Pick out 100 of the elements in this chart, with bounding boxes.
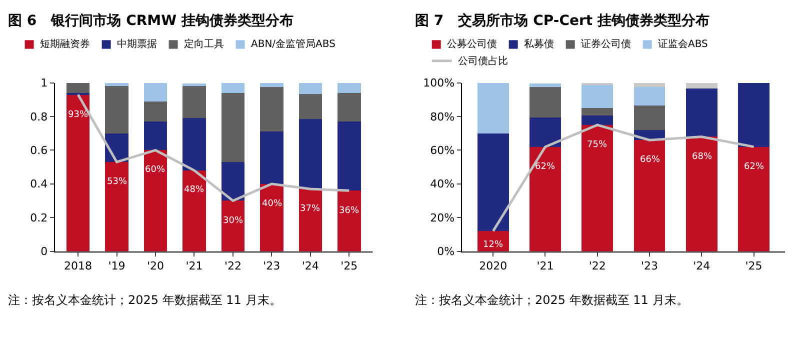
- x-tick-label: '25: [340, 259, 358, 272]
- y-tick-label: 60%: [430, 144, 455, 158]
- bar: [338, 82, 361, 93]
- data-label: 93%: [68, 110, 88, 120]
- bar: [738, 82, 770, 147]
- legend-label: 证券公司债: [581, 38, 631, 50]
- bar: [66, 82, 90, 93]
- bar: [298, 82, 322, 94]
- bar: [338, 190, 361, 252]
- data-label: 30%: [223, 216, 244, 226]
- bar: [260, 82, 284, 88]
- bar: [221, 82, 245, 93]
- legend-label: 公司债占比: [458, 55, 508, 67]
- bar: [298, 94, 322, 120]
- bar: [260, 184, 284, 252]
- bar: [582, 84, 614, 108]
- x-tick-label: '20: [146, 259, 164, 272]
- bar: [105, 162, 128, 252]
- x-tick-label: '22: [588, 259, 606, 272]
- x-tick-label: '23: [263, 259, 280, 272]
- bar: [477, 82, 509, 134]
- legend-label: 中期票据: [117, 38, 157, 50]
- data-label: 66%: [640, 155, 660, 165]
- bar: [298, 119, 322, 189]
- data-label: 60%: [145, 165, 166, 175]
- bar: [105, 82, 128, 86]
- x-tick-label: '19: [108, 259, 126, 272]
- bar: [105, 86, 128, 134]
- bar: [738, 146, 770, 252]
- bar: [477, 231, 509, 252]
- data-label: 40%: [262, 199, 282, 209]
- bar: [260, 87, 284, 132]
- legend-label: 私募债: [524, 38, 554, 50]
- text: 注：按名义本金统计；2025 年数据截至 11 月末。: [415, 293, 688, 307]
- bar: [634, 106, 666, 130]
- bar: [686, 88, 718, 137]
- y-tick-label: 100%: [423, 76, 455, 90]
- bar: [686, 82, 718, 89]
- bar: [182, 85, 206, 118]
- x-tick-label: 2018: [64, 259, 92, 272]
- y-tick-label: 80%: [430, 110, 455, 124]
- data-label: 62%: [535, 162, 556, 172]
- data-label: 36%: [339, 206, 360, 216]
- x-tick-label: '24: [693, 259, 710, 272]
- legend-label: 定向工具: [184, 38, 224, 50]
- y-tick-label: 0.6: [30, 144, 48, 158]
- bar: [477, 133, 509, 232]
- legend-label: 短期融资券: [40, 38, 90, 50]
- bar: [182, 118, 206, 170]
- y-tick-label: 0.8: [30, 110, 48, 124]
- bar: [260, 132, 284, 184]
- bar: [182, 170, 206, 252]
- x-tick-label: '24: [302, 259, 319, 272]
- y-tick-label: 20%: [430, 211, 455, 224]
- data-label: 48%: [184, 185, 204, 195]
- bar: [66, 94, 90, 252]
- bar: [582, 108, 614, 116]
- legend-label: 证监会ABS: [658, 38, 708, 50]
- x-tick-label: '21: [536, 259, 554, 272]
- data-label: 12%: [483, 240, 504, 250]
- bar: [634, 82, 666, 88]
- x-tick-label: '21: [186, 259, 203, 272]
- x-tick-label: 2020: [479, 259, 508, 272]
- bar: [338, 92, 361, 122]
- bar: [582, 116, 614, 125]
- y-tick-label: 0: [40, 245, 48, 258]
- x-tick-label: '25: [745, 259, 762, 272]
- bar: [221, 92, 245, 162]
- chart-title: 图 6 银行间市场 CRMW 挂钩债券类型分布: [8, 12, 294, 29]
- y-tick-label: 0%: [437, 245, 455, 258]
- bar: [144, 101, 168, 122]
- data-label: 37%: [300, 204, 320, 214]
- bar: [582, 124, 614, 252]
- bar: [298, 188, 322, 252]
- bar: [221, 162, 245, 201]
- bar: [221, 200, 245, 252]
- chart-title: 图 7 交易所市场 CP-Cert 挂钩债券类型分布: [415, 12, 710, 29]
- bar: [530, 117, 561, 147]
- bar: [634, 140, 666, 252]
- legend-label: ABN/金监管局ABS: [251, 38, 336, 50]
- data-label: 68%: [692, 152, 712, 162]
- y-tick-label: 1: [40, 76, 48, 90]
- y-tick-label: 0.4: [30, 178, 48, 191]
- data-label: 53%: [107, 177, 128, 187]
- bar: [144, 150, 168, 252]
- bar: [530, 84, 561, 88]
- bar: [530, 146, 561, 252]
- data-label: 75%: [587, 140, 608, 150]
- bar: [634, 87, 666, 106]
- bar: [530, 87, 561, 118]
- legend-label: 公募公司债: [447, 38, 497, 50]
- y-tick-label: 0.2: [30, 211, 48, 224]
- data-label: 62%: [744, 162, 764, 172]
- bar: [144, 82, 168, 102]
- x-tick-label: '22: [224, 259, 242, 272]
- bar: [686, 136, 718, 252]
- y-tick-label: 40%: [430, 178, 455, 191]
- bar: [338, 122, 361, 191]
- x-tick-label: '23: [640, 259, 658, 272]
- bar: [144, 122, 168, 150]
